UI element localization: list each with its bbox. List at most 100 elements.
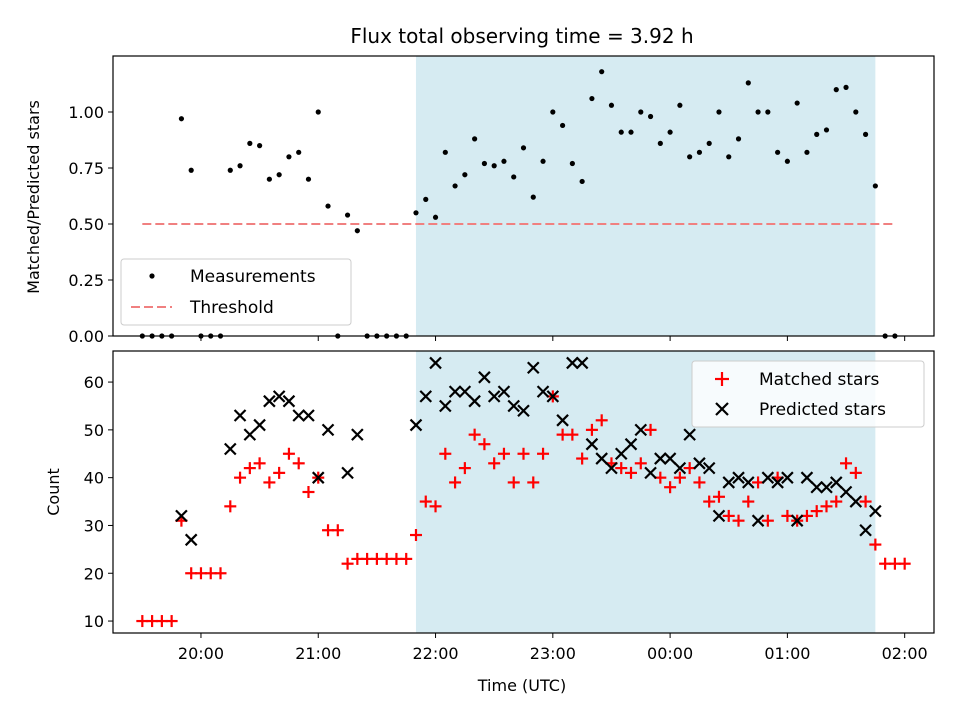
matched-star-point [429, 500, 442, 513]
predicted-star-point [546, 390, 560, 403]
bottom-x-tick-label: 00:00 [647, 644, 693, 663]
predicted-star-point [497, 385, 511, 398]
bottom-x-tick-label: 23:00 [530, 644, 576, 663]
measurement-point [657, 140, 663, 146]
predicted-star-point [820, 480, 833, 494]
legend-threshold-label: Threshold [189, 298, 274, 318]
matched-star-point [449, 476, 462, 489]
measurement-point [823, 127, 830, 133]
measurement-point [276, 172, 282, 178]
predicted-star-point [614, 447, 628, 461]
matched-star-point [869, 538, 882, 551]
predicted-star-point [771, 476, 784, 489]
predicted-star-point [869, 504, 882, 518]
top-y-tick-label: 0.00 [68, 327, 104, 346]
matched-star-point [507, 476, 520, 489]
matched-star-point [859, 495, 872, 508]
measurement-point [530, 194, 536, 200]
measurement-point [706, 140, 712, 146]
predicted-star-point [468, 394, 481, 408]
measurement-point [296, 149, 302, 155]
predicted-star-point [302, 409, 315, 422]
measurement-point [511, 174, 517, 180]
measurement-point [569, 160, 575, 167]
predicted-star-point [849, 495, 863, 508]
predicted-star-point [722, 476, 736, 489]
predicted-star-point [536, 385, 550, 398]
measurement-point [579, 178, 585, 185]
matched-star-point [478, 438, 491, 451]
predicted-star-point [311, 471, 325, 484]
predicted-star-point [439, 399, 452, 413]
predicted-star-point [263, 394, 276, 408]
matched-star-point [224, 500, 237, 513]
matched-star-point [722, 509, 735, 522]
measurement-point [745, 80, 751, 86]
measurement-point [687, 154, 693, 160]
matched-star-point [810, 505, 823, 518]
matched-star-point [644, 423, 657, 436]
matched-star-point [419, 495, 432, 508]
measurement-point [491, 163, 497, 169]
predicted-star-point [351, 428, 364, 441]
figure-title: Flux total observing time = 3.92 h [350, 24, 693, 48]
bottom-x-tick-label: 02:00 [882, 644, 928, 663]
measurement-point [559, 122, 566, 129]
matched-star-point [712, 490, 725, 503]
bottom-x-axis-label: Time (UTC) [477, 676, 566, 695]
top-y-tick-label: 0.25 [68, 271, 104, 290]
measurement-point [726, 154, 732, 160]
measurement-point [413, 210, 419, 216]
predicted-star-point [644, 466, 657, 480]
bottom-x-axis: 20:00 21:00 22:00 23:00 00:00 01:00 02:00 [178, 633, 928, 663]
top-y-axis-label: Matched/Predicted stars [24, 100, 43, 294]
bottom-x-tick-label: 22:00 [412, 644, 458, 663]
predicted-star-point [448, 385, 462, 398]
top-y-tick-label: 0.75 [68, 159, 104, 178]
predicted-star-point [585, 437, 599, 451]
measurement-point [872, 183, 878, 189]
measurement-point [550, 109, 556, 115]
matched-star-point [830, 495, 843, 508]
measurement-point [618, 129, 624, 135]
predicted-star-point [702, 461, 716, 475]
predicted-star-point [487, 390, 501, 403]
measurement-point [315, 109, 321, 115]
measurement-point [178, 116, 185, 122]
measurement-point [344, 212, 351, 218]
matched-star-point [849, 466, 862, 479]
matched-star-point [497, 447, 510, 460]
measurement-point [843, 84, 849, 90]
measurement-point [862, 131, 869, 137]
predicted-star-point [253, 418, 266, 432]
predicted-star-point [595, 452, 608, 465]
matched-star-point [595, 414, 608, 427]
measurements-series [139, 69, 898, 339]
bottom-plot-frame [112, 350, 935, 634]
matched-star-point [732, 514, 745, 527]
measurement-point [647, 113, 654, 120]
matched-star-point [165, 615, 178, 628]
matched-star-point [302, 486, 315, 498]
measurement-point [755, 109, 761, 115]
bottom-y-tick-label: 30 [84, 516, 104, 535]
predicted-star-point [761, 471, 775, 484]
matched-star-point [214, 567, 227, 580]
matched-star-point [625, 466, 638, 479]
predicted-star-point [556, 414, 569, 427]
matched-star-point [282, 447, 295, 460]
bottom-panel: 10 20 30 40 50 60 20:00 21:00 22:00 23:00 00:00 01… [44, 350, 935, 695]
matched-star-point [615, 462, 628, 475]
predicted-stars-series [175, 356, 882, 547]
predicted-star-point [292, 409, 305, 422]
bottom-legend-box [691, 360, 925, 428]
predicted-star-point [790, 514, 804, 527]
predicted-star-point [458, 385, 472, 398]
measurement-point [833, 87, 839, 93]
measurement-point [432, 214, 439, 220]
matched-star-point [458, 462, 471, 475]
legend-matched-label: Matched stars [759, 370, 879, 390]
bottom-y-tick-label: 60 [84, 373, 104, 392]
matched-star-point [537, 447, 550, 460]
predicted-star-point [693, 457, 706, 470]
